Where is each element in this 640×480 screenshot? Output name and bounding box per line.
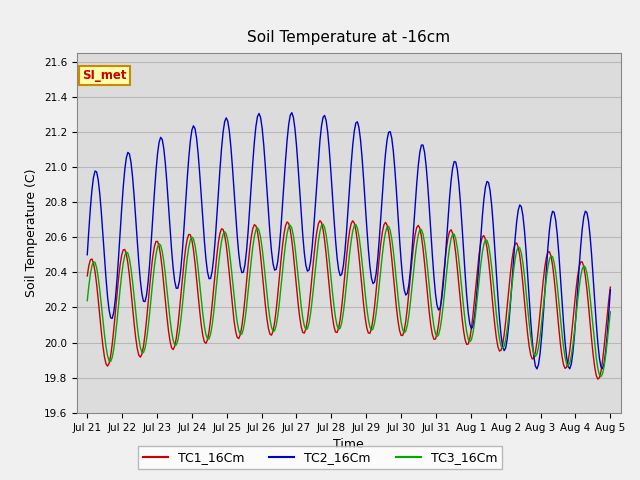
Line: TC2_16Cm: TC2_16Cm <box>87 113 611 369</box>
Legend: TC1_16Cm, TC2_16Cm, TC3_16Cm: TC1_16Cm, TC2_16Cm, TC3_16Cm <box>138 446 502 469</box>
TC1_16Cm <box>239 311 247 317</box>
TC2_16Cm <box>199 216 207 222</box>
TC1_16Cm <box>378 229 386 235</box>
TC2_16Cm <box>90 174 97 180</box>
TC1_16Cm <box>83 273 91 279</box>
TC3_16Cm <box>239 326 247 332</box>
TC2_16Cm <box>239 269 247 275</box>
TC1_16Cm <box>594 376 602 382</box>
TC1_16Cm <box>199 333 207 338</box>
TC1_16Cm <box>316 218 324 224</box>
X-axis label: Time: Time <box>333 438 364 451</box>
TC1_16Cm <box>513 240 520 246</box>
TC2_16Cm <box>513 219 520 225</box>
Line: TC1_16Cm: TC1_16Cm <box>87 221 611 379</box>
TC2_16Cm <box>533 366 541 372</box>
TC2_16Cm <box>83 252 91 258</box>
TC3_16Cm <box>83 298 91 303</box>
Y-axis label: Soil Temperature (C): Soil Temperature (C) <box>25 168 38 297</box>
TC2_16Cm <box>288 110 296 116</box>
TC3_16Cm <box>319 221 327 227</box>
TC2_16Cm <box>607 287 614 293</box>
Title: Soil Temperature at -16cm: Soil Temperature at -16cm <box>247 30 451 45</box>
TC3_16Cm <box>513 248 520 254</box>
TC3_16Cm <box>199 311 207 317</box>
TC2_16Cm <box>378 192 386 197</box>
TC3_16Cm <box>607 309 614 315</box>
TC1_16Cm <box>519 281 527 287</box>
TC3_16Cm <box>378 252 386 257</box>
TC2_16Cm <box>519 213 527 218</box>
TC1_16Cm <box>90 260 97 266</box>
TC3_16Cm <box>597 374 605 380</box>
Text: SI_met: SI_met <box>82 69 127 82</box>
TC3_16Cm <box>519 260 527 266</box>
TC3_16Cm <box>90 259 97 264</box>
Line: TC3_16Cm: TC3_16Cm <box>87 224 611 377</box>
TC1_16Cm <box>607 284 614 290</box>
